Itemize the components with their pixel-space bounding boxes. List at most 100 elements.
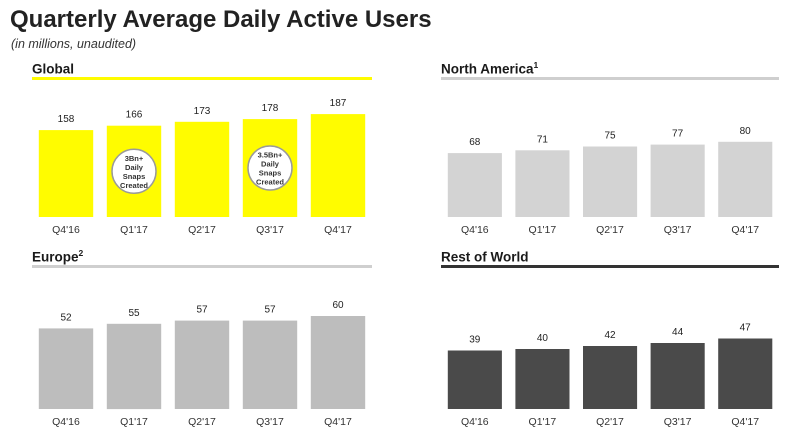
bar [447, 350, 502, 409]
bar [174, 320, 230, 409]
bar [718, 141, 773, 217]
bar-value-label: 60 [332, 300, 344, 311]
bar [310, 114, 366, 217]
bar-value-label: 57 [196, 305, 208, 316]
bar-value-label: 42 [604, 330, 616, 341]
bar-group: 77 Q3'17 [650, 129, 705, 236]
panel-rule [441, 265, 779, 268]
x-tick-label: Q3'17 [664, 224, 692, 236]
panel-rule [32, 77, 372, 80]
bar-group: 55 Q1'17 [106, 308, 162, 428]
global-chart: 158Q4'16166Q1'173Bn+DailySnapsCreated173… [38, 98, 366, 236]
bar [38, 130, 94, 217]
annotation-label: Daily [125, 163, 144, 172]
bar-value-label: 178 [262, 103, 279, 114]
x-tick-label: Q1'17 [120, 416, 148, 428]
x-tick-label: Q2'17 [188, 224, 216, 236]
bar-group: 75 Q2'17 [583, 131, 638, 236]
bar-value-label: 40 [537, 333, 549, 344]
bar-value-label: 77 [672, 129, 684, 140]
panel-title: Global [32, 61, 75, 77]
panel-rule [32, 265, 372, 268]
rest-of-world-chart: 39 Q4'16 40 Q1'17 42 Q2'17 44 Q3'17 47 Q4'17 [447, 323, 773, 428]
bar [174, 121, 230, 217]
bar [583, 346, 638, 409]
bar [718, 338, 773, 409]
north-america-chart: 68 Q4'16 71 Q1'17 75 Q2'17 77 Q3'17 80 Q4'17 [447, 126, 773, 236]
x-tick-label: Q3'17 [256, 224, 284, 236]
bar-group: 71 Q1'17 [515, 134, 570, 236]
bar-group: 47 Q4'17 [718, 323, 773, 428]
badge-circle [111, 148, 157, 195]
europe-chart: 52 Q4'16 55 Q1'17 57 Q2'17 57 Q3'17 60 Q4'17 [38, 300, 366, 428]
panel-north-america: North America1 68 Q4'16 71 Q1'17 75 Q2'17 77 Q3… [441, 60, 779, 240]
bar-value-label: 68 [469, 137, 481, 148]
x-tick-label: Q4'16 [52, 224, 80, 236]
annotation-label: Daily [261, 160, 280, 169]
bar-value-label: 52 [60, 312, 72, 323]
bar-group: 57 Q2'17 [174, 305, 230, 428]
badge-circle [247, 145, 293, 191]
bar [515, 349, 570, 409]
bar-group: 39 Q4'16 [447, 335, 502, 428]
bar-value-label: 173 [194, 106, 211, 117]
annotation-label: Snaps [123, 172, 146, 181]
bar [515, 150, 570, 217]
x-tick-label: Q4'16 [461, 416, 489, 428]
x-tick-label: Q4'17 [731, 224, 759, 236]
bar-value-label: 39 [469, 335, 481, 346]
bar-group: 80 Q4'17 [718, 126, 773, 236]
bar [447, 153, 502, 217]
x-tick-label: Q2'17 [188, 416, 216, 428]
bar-value-label: 158 [58, 114, 75, 125]
x-tick-label: Q4'16 [461, 224, 489, 236]
x-tick-label: Q1'17 [529, 416, 557, 428]
x-tick-label: Q4'17 [324, 416, 352, 428]
bar-group: 40 Q1'17 [515, 333, 570, 428]
annotation-label: 3.5Bn+ [258, 151, 283, 160]
bar-value-label: 187 [330, 98, 347, 109]
bar-value-label: 47 [740, 323, 752, 334]
panel-title: North America1 [441, 60, 539, 77]
panel-title: Rest of World [441, 249, 529, 265]
panel-rule [441, 77, 779, 80]
panel-rest-of-world: Rest of World 39 Q4'16 40 Q1'17 42 Q2'17 44 Q3'… [441, 248, 779, 428]
x-tick-label: Q1'17 [529, 224, 557, 236]
bar-group: 60 Q4'17 [310, 300, 366, 428]
panel-europe: Europe2 52 Q4'16 55 Q1'17 57 Q2'17 57 Q3'17 60 Q4… [32, 248, 372, 428]
panel-title: Europe2 [32, 248, 84, 265]
x-tick-label: Q4'17 [731, 416, 759, 428]
bar-group: 52 Q4'16 [38, 312, 94, 428]
annotation-label: 3Bn+ [125, 154, 144, 163]
annotation-label: Created [120, 181, 148, 190]
bar-value-label: 44 [672, 327, 684, 338]
annotation-label: Snaps [259, 169, 282, 178]
x-tick-label: Q3'17 [664, 416, 692, 428]
x-tick-label: Q2'17 [596, 224, 624, 236]
bar [583, 146, 638, 217]
bar [38, 328, 94, 409]
x-tick-label: Q1'17 [120, 224, 148, 236]
x-tick-label: Q4'16 [52, 416, 80, 428]
page-subtitle: (in millions, unaudited) [11, 37, 137, 51]
bar [106, 323, 162, 410]
bar-value-label: 80 [740, 126, 752, 137]
bar-group: 173 Q2'17 [174, 106, 230, 236]
bar-value-label: 57 [264, 305, 276, 316]
bar [650, 343, 705, 409]
bar-group: 44 Q3'17 [650, 327, 705, 428]
bar-value-label: 166 [126, 110, 143, 121]
bar-group: 187 Q4'17 [310, 98, 366, 236]
bar-group: 68 Q4'16 [447, 137, 502, 236]
page-title: Quarterly Average Daily Active Users [10, 6, 432, 33]
x-tick-label: Q3'17 [256, 416, 284, 428]
bar-value-label: 75 [604, 131, 616, 142]
bar-value-label: 55 [128, 308, 140, 319]
bar [310, 316, 366, 409]
annotation-label: Created [256, 178, 284, 187]
bar-group: 57 Q3'17 [242, 305, 298, 428]
